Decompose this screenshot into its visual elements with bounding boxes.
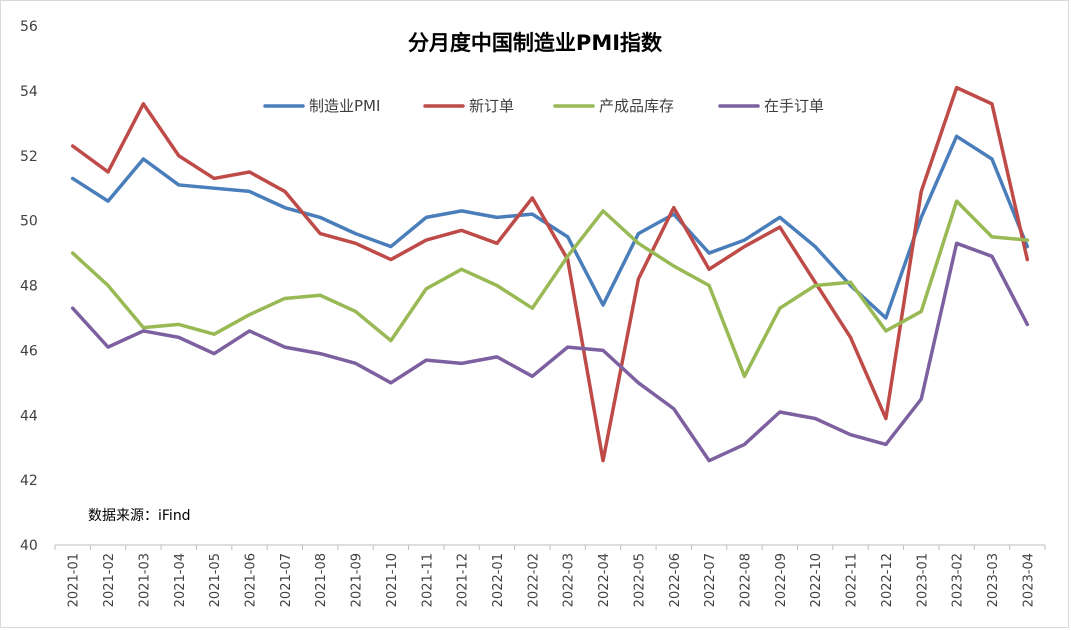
x-tick-label: 2022-10 [809,553,824,607]
series-line [70,199,1030,379]
legend-label: 制造业PMI [309,97,380,115]
x-axis: 2021-01 2021-02 2021-03 2021-04 2021-05 2021-… [54,544,1046,607]
x-tick-label: 2021-04 [173,553,188,607]
x-tick-label: 2022-07 [703,553,718,607]
x-tick-label: 2021-07 [279,553,294,607]
x-tick-label: 2022-05 [632,553,647,607]
y-tick-label: 52 [20,149,38,165]
x-tick-label: 2022-08 [738,553,753,607]
x-tick-label: 2023-02 [951,553,966,607]
legend-label: 新订单 [469,97,514,115]
x-tick-label: 2022-01 [491,553,506,607]
x-tick-label: 2021-02 [102,553,117,607]
legend-item: 在手订单 [718,97,824,115]
chart-title: 分月度中国制造业PMI指数 [408,31,663,55]
x-tick-label: 2023-04 [1021,553,1036,607]
x-tick-label: 2021-11 [420,553,435,607]
x-tick-label: 2022-11 [845,553,860,607]
legend-item: 新订单 [423,97,514,115]
y-tick-label: 46 [20,343,38,359]
x-tick-label: 2022-04 [597,553,612,607]
y-tick-label: 48 [20,279,38,295]
y-tick-label: 40 [20,538,38,554]
x-tick-label: 2023-03 [986,553,1001,607]
y-tick-label: 42 [20,473,38,489]
series-line [70,241,1030,463]
legend: 制造业PMI 新订单 产成品库存 在手订单 [263,97,824,115]
x-tick-label: 2021-12 [456,553,471,607]
x-tick-label: 2023-01 [915,553,930,607]
x-tick-label: 2021-08 [314,553,329,607]
series-lines [70,85,1030,463]
y-tick-label: 54 [20,84,38,100]
x-tick-label: 2021-01 [67,553,82,607]
series-line [70,85,1030,463]
x-tick-label: 2022-09 [774,553,789,607]
x-tick-label: 2021-05 [208,553,223,607]
legend-item: 产成品库存 [553,97,674,115]
y-axis: 40 42 44 46 48 50 52 54 56 [20,19,38,554]
x-tick-label: 2022-02 [526,553,541,607]
source-note: 数据来源：iFind [88,508,191,524]
x-tick-label: 2022-06 [668,553,683,607]
x-tick-label: 2021-03 [137,553,152,607]
legend-label: 产成品库存 [599,97,674,115]
x-tick-label: 2021-09 [350,553,365,607]
x-tick-label: 2021-06 [243,553,258,607]
x-tick-label: 2021-10 [385,553,400,607]
legend-label: 在手订单 [764,97,824,115]
y-tick-label: 56 [20,19,38,35]
legend-item: 制造业PMI [263,97,380,115]
y-tick-label: 44 [20,408,38,424]
x-tick-label: 2022-12 [880,553,895,607]
x-tick-label: 2022-03 [562,553,577,607]
y-tick-label: 50 [20,214,38,230]
